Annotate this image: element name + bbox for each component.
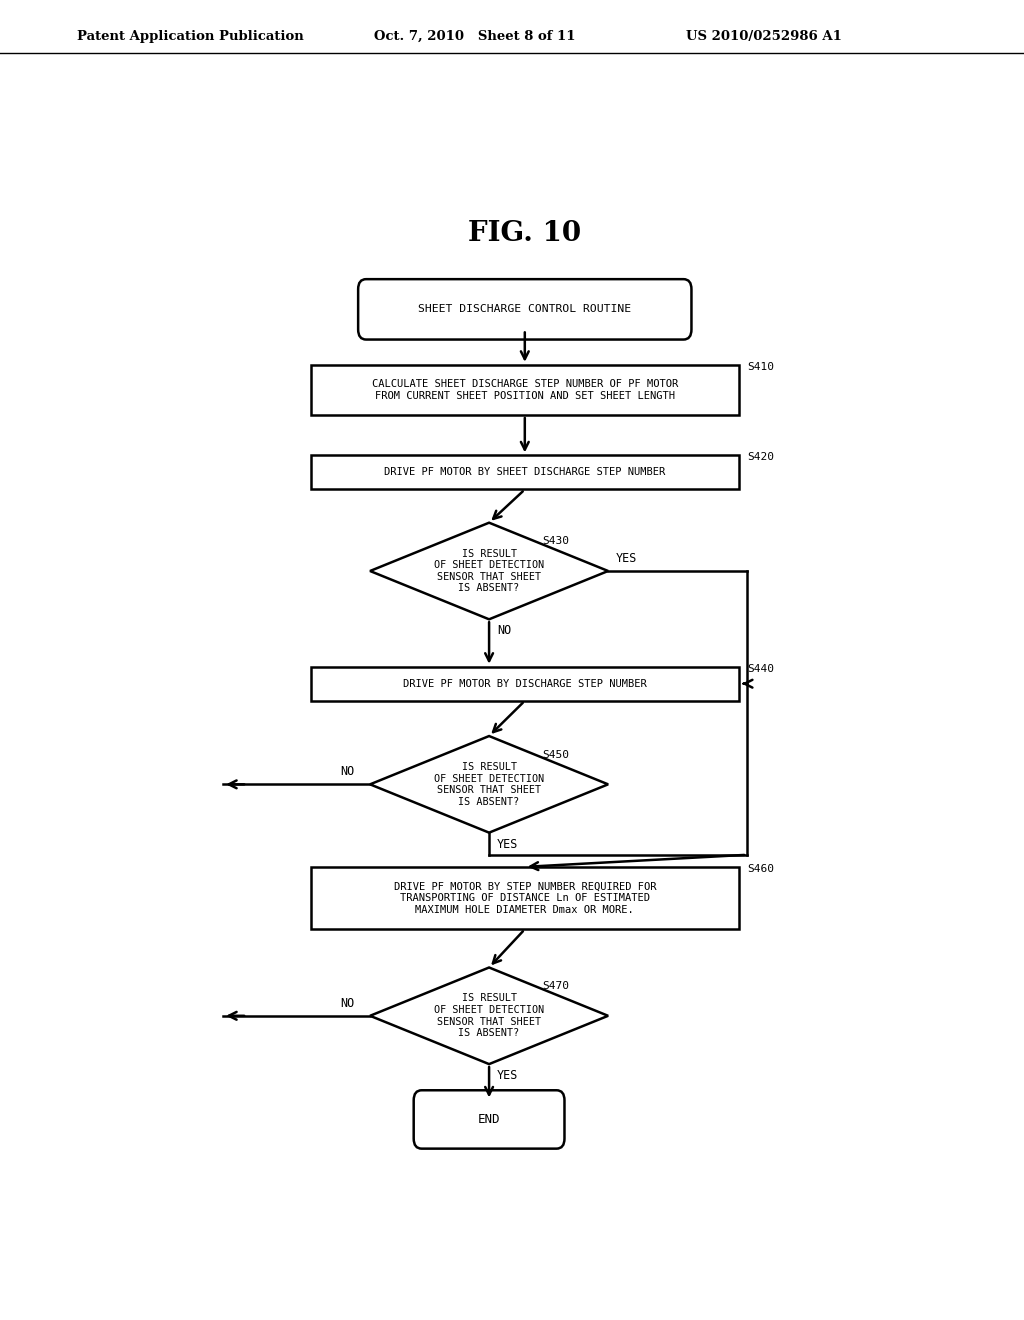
Text: IS RESULT
OF SHEET DETECTION
SENSOR THAT SHEET
IS ABSENT?: IS RESULT OF SHEET DETECTION SENSOR THAT…: [434, 994, 544, 1039]
Text: FIG. 10: FIG. 10: [468, 220, 582, 247]
Text: S420: S420: [748, 453, 774, 462]
Text: S470: S470: [543, 981, 569, 991]
Text: END: END: [478, 1113, 501, 1126]
Bar: [310, 364, 739, 414]
Text: DRIVE PF MOTOR BY SHEET DISCHARGE STEP NUMBER: DRIVE PF MOTOR BY SHEET DISCHARGE STEP N…: [384, 467, 666, 478]
Text: S410: S410: [748, 362, 774, 372]
Text: IS RESULT
OF SHEET DETECTION
SENSOR THAT SHEET
IS ABSENT?: IS RESULT OF SHEET DETECTION SENSOR THAT…: [434, 762, 544, 807]
Text: US 2010/0252986 A1: US 2010/0252986 A1: [686, 30, 842, 44]
Text: S440: S440: [748, 664, 774, 673]
Text: NO: NO: [340, 997, 354, 1010]
Polygon shape: [370, 523, 608, 619]
Text: YES: YES: [616, 552, 637, 565]
Text: S460: S460: [748, 863, 774, 874]
Text: DRIVE PF MOTOR BY STEP NUMBER REQUIRED FOR
TRANSPORTING OF DISTANCE Ln OF ESTIMA: DRIVE PF MOTOR BY STEP NUMBER REQUIRED F…: [393, 882, 656, 915]
Text: YES: YES: [497, 1069, 518, 1082]
Polygon shape: [370, 968, 608, 1064]
Text: S450: S450: [543, 750, 569, 759]
Text: DRIVE PF MOTOR BY DISCHARGE STEP NUMBER: DRIVE PF MOTOR BY DISCHARGE STEP NUMBER: [402, 678, 647, 689]
Text: SHEET DISCHARGE CONTROL ROUTINE: SHEET DISCHARGE CONTROL ROUTINE: [418, 305, 632, 314]
Polygon shape: [370, 737, 608, 833]
FancyBboxPatch shape: [358, 279, 691, 339]
Text: Oct. 7, 2010   Sheet 8 of 11: Oct. 7, 2010 Sheet 8 of 11: [374, 30, 575, 44]
Text: Patent Application Publication: Patent Application Publication: [77, 30, 303, 44]
Text: IS RESULT
OF SHEET DETECTION
SENSOR THAT SHEET
IS ABSENT?: IS RESULT OF SHEET DETECTION SENSOR THAT…: [434, 549, 544, 594]
Bar: [310, 867, 739, 929]
FancyBboxPatch shape: [414, 1090, 564, 1148]
Text: NO: NO: [497, 624, 511, 638]
Text: YES: YES: [497, 838, 518, 850]
Bar: [310, 455, 739, 490]
Text: CALCULATE SHEET DISCHARGE STEP NUMBER OF PF MOTOR
FROM CURRENT SHEET POSITION AN: CALCULATE SHEET DISCHARGE STEP NUMBER OF…: [372, 379, 678, 401]
Bar: [310, 667, 739, 701]
Text: S430: S430: [543, 536, 569, 546]
Text: NO: NO: [340, 766, 354, 779]
